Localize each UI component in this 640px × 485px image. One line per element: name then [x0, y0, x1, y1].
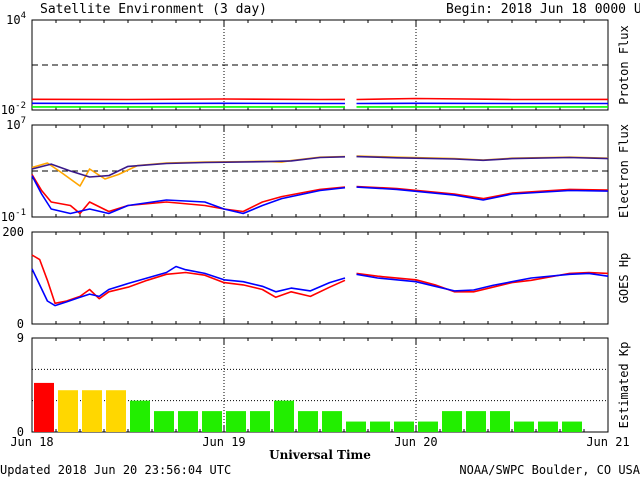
x-tick-label: Jun 19 — [202, 435, 245, 449]
kp-bar — [394, 422, 414, 432]
x-tick-label: Jun 21 — [586, 435, 629, 449]
electron-y-tick-label: 107 — [6, 116, 26, 132]
x-axis-label: Universal Time — [269, 448, 371, 462]
electron-series-red — [357, 187, 609, 199]
hp-frame — [32, 232, 608, 324]
electron-series-red — [32, 175, 345, 214]
kp-bar — [442, 411, 462, 432]
hp-series-red — [357, 273, 609, 292]
kp-bar — [130, 401, 150, 432]
kp-bar — [34, 383, 54, 432]
hp-y-tick-label: 0 — [17, 317, 24, 331]
kp-bar — [106, 390, 126, 432]
credit-label: NOAA/SWPC Boulder, CO USA — [459, 463, 640, 477]
kp-bar — [154, 411, 174, 432]
kp-bar — [346, 422, 366, 432]
proton-y-axis-label: Proton Flux — [617, 25, 631, 104]
hp-y-tick-label: 200 — [2, 225, 24, 239]
kp-bar — [274, 401, 294, 432]
kp-bar — [226, 411, 246, 432]
x-tick-label: Jun 20 — [394, 435, 437, 449]
x-tick-label: Jun 18 — [10, 435, 53, 449]
kp-bar — [178, 411, 198, 432]
hp-y-axis-label: GOES Hp — [617, 253, 631, 304]
electron-series-blue — [32, 176, 345, 214]
electron-series-orange — [32, 157, 345, 186]
kp-bar — [418, 422, 438, 432]
chart-title: Satellite Environment (3 day) — [40, 2, 267, 17]
kp-bar — [250, 411, 270, 432]
kp-bar — [298, 411, 318, 432]
kp-bar — [490, 411, 510, 432]
kp-y-tick-label: 9 — [17, 331, 24, 345]
hp-series-red — [32, 255, 345, 303]
electron-y-axis-label: Electron Flux — [617, 124, 631, 218]
kp-bar — [514, 422, 534, 432]
kp-bar — [562, 422, 582, 432]
updated-timestamp: Updated 2018 Jun 20 23:56:04 UTC — [0, 463, 231, 477]
kp-bar — [322, 411, 342, 432]
begin-label: Begin: 2018 Jun 18 0000 UTC — [446, 2, 640, 17]
electron-y-tick-label: 10-1 — [1, 208, 26, 224]
hp-series-blue — [357, 273, 609, 291]
kp-bar — [82, 390, 102, 432]
proton-y-tick-label: 10-2 — [1, 101, 26, 117]
electron-series-purple — [357, 157, 609, 161]
kp-bar — [466, 411, 486, 432]
kp-y-axis-label: Estimated Kp — [617, 342, 631, 429]
proton-series-red — [32, 99, 345, 100]
kp-bar — [202, 411, 222, 432]
proton-frame — [32, 20, 608, 110]
proton-y-tick-label: 104 — [6, 11, 26, 27]
electron-series-purple — [32, 157, 345, 177]
kp-bar — [370, 422, 390, 432]
proton-series-red — [357, 99, 609, 100]
kp-bar — [58, 390, 78, 432]
kp-bar — [538, 422, 558, 432]
